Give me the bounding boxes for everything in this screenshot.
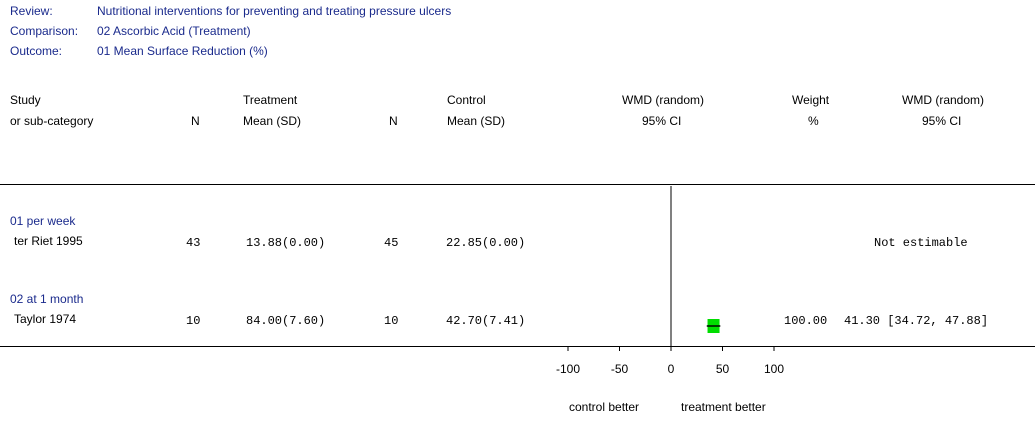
favours-treatment-label: treatment better	[681, 400, 766, 414]
outcome-value: 01 Mean Surface Reduction (%)	[97, 44, 268, 58]
col-study-subheader: or sub-category	[10, 114, 94, 128]
review-label: Review:	[10, 4, 53, 18]
axis-tick-label: -50	[610, 362, 629, 376]
axis-tick-label: 50	[715, 362, 730, 376]
study-ctrl-mean-sd: 42.70(7.41)	[446, 314, 526, 328]
study-n-ctrl: 45	[384, 236, 399, 250]
study-ctrl-mean-sd: 22.85(0.00)	[446, 236, 526, 250]
col-wmd-plot-header: WMD (random)	[622, 93, 705, 107]
axis-tick-label: 0	[667, 362, 675, 376]
col-control-subheader: Mean (SD)	[447, 114, 506, 128]
study-ci-text: Not estimable	[874, 236, 968, 250]
study-n-treat: 10	[186, 314, 201, 328]
study-name: ter Riet 1995	[14, 234, 83, 248]
study-name: Taylor 1974	[14, 312, 77, 326]
group-label: 02 at 1 month	[10, 292, 84, 306]
col-weight-subheader: %	[808, 114, 819, 128]
group-label: 01 per week	[10, 214, 76, 228]
study-ci-text: 41.30 [34.72, 47.88]	[844, 314, 989, 328]
study-n-treat: 43	[186, 236, 201, 250]
study-weight: 100.00	[784, 314, 828, 328]
col-n-treat-header: N	[191, 114, 200, 128]
comparison-label: Comparison:	[10, 24, 79, 38]
study-treat-mean-sd: 84.00(7.60)	[246, 314, 326, 328]
footer-divider	[0, 346, 1035, 347]
review-value: Nutritional interventions for preventing…	[97, 4, 452, 18]
col-n-ctrl-header: N	[389, 114, 398, 128]
col-wmd-text-subheader: 95% CI	[922, 114, 962, 128]
favours-control-label: control better	[569, 400, 640, 414]
col-wmd-plot-subheader: 95% CI	[642, 114, 682, 128]
col-study-header: Study	[10, 93, 41, 107]
col-control-header: Control	[447, 93, 486, 107]
col-treatment-subheader: Mean (SD)	[243, 114, 302, 128]
header-divider	[0, 184, 1035, 185]
axis-tick-label: 100	[763, 362, 785, 376]
comparison-value: 02 Ascorbic Acid (Treatment)	[97, 24, 251, 38]
study-n-ctrl: 10	[384, 314, 399, 328]
col-weight-header: Weight	[792, 93, 830, 107]
col-treatment-header: Treatment	[243, 93, 298, 107]
col-wmd-text-header: WMD (random)	[902, 93, 985, 107]
study-treat-mean-sd: 13.88(0.00)	[246, 236, 326, 250]
axis-tick-label: -100	[555, 362, 581, 376]
outcome-label: Outcome:	[10, 44, 63, 58]
